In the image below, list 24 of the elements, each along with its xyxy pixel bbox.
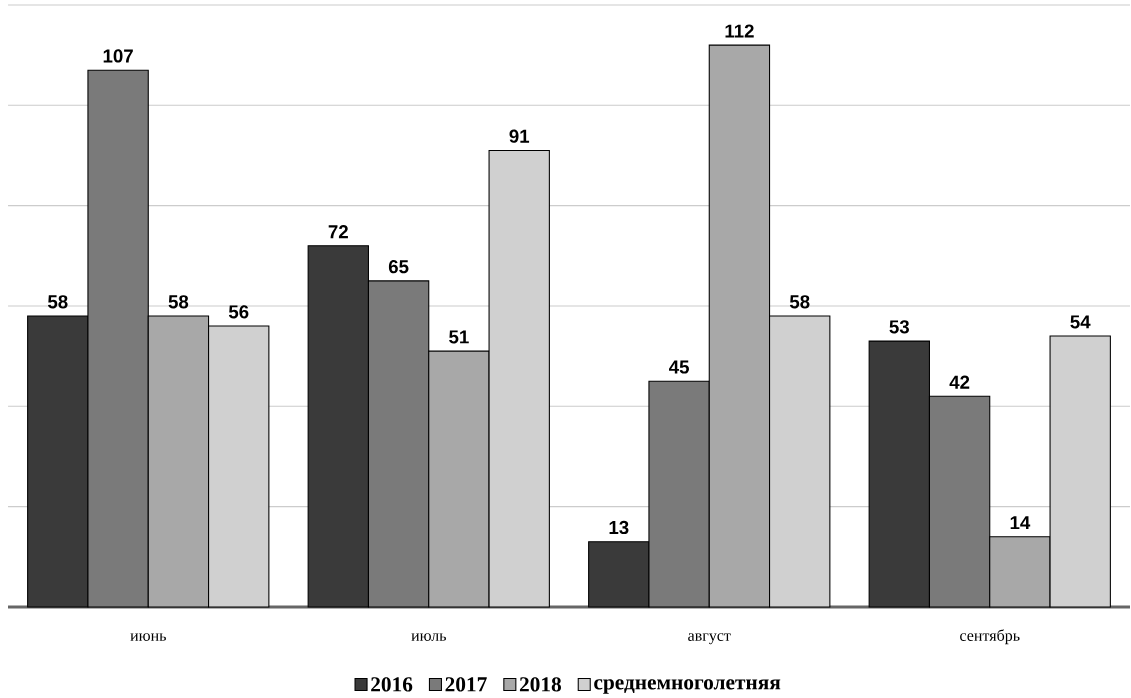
- data-label: 54: [1070, 315, 1091, 329]
- legend-label: 2018: [519, 677, 561, 692]
- x-tick-label: сентябрь: [960, 629, 1020, 645]
- data-label: 72: [328, 225, 348, 239]
- data-label: 45: [669, 360, 689, 374]
- data-label: 107: [103, 49, 133, 63]
- legend-label: 2016: [371, 677, 413, 692]
- data-label: 53: [889, 320, 909, 334]
- data-label: 65: [388, 260, 409, 274]
- data-label: 91: [509, 129, 530, 143]
- data-label: 112: [725, 24, 754, 38]
- x-tick-label: июль: [411, 633, 446, 641]
- x-tick-label: июнь: [130, 633, 166, 641]
- data-label: 58: [47, 295, 68, 309]
- data-label: 58: [168, 295, 189, 309]
- legend-label: среднемноголетняя: [594, 679, 781, 694]
- data-label: 14: [1010, 516, 1031, 530]
- x-tick-label: август: [688, 633, 731, 645]
- legend-label: 2017: [445, 677, 487, 692]
- data-label: 42: [949, 375, 970, 389]
- data-label: 56: [228, 305, 249, 319]
- data-label: 13: [609, 520, 629, 535]
- data-label: 58: [789, 295, 810, 309]
- data-label: 51: [449, 330, 469, 344]
